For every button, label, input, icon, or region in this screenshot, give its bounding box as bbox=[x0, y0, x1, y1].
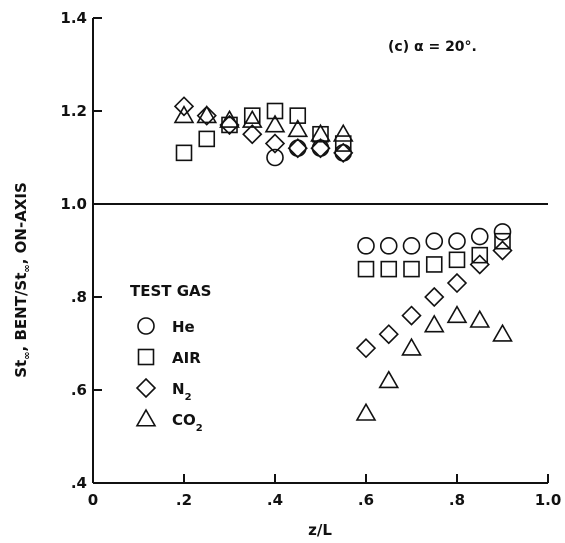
circle-point bbox=[266, 148, 284, 167]
circle-point bbox=[379, 237, 398, 255]
legend-marker-triangle bbox=[135, 408, 157, 427]
x-tick-label: .8 bbox=[449, 491, 465, 509]
legend-marker-square bbox=[137, 348, 155, 366]
triangle-point bbox=[401, 337, 422, 356]
circle-point bbox=[448, 232, 466, 250]
diamond-point bbox=[378, 324, 399, 345]
series-circle bbox=[266, 139, 512, 255]
axes bbox=[92, 18, 548, 484]
x-tick-label: .2 bbox=[176, 491, 192, 509]
panel-annotation: (c) α = 20°. bbox=[388, 39, 477, 55]
diamond-point bbox=[310, 138, 331, 159]
diamond-point bbox=[196, 105, 217, 126]
diamond-point bbox=[401, 305, 422, 326]
triangle-point bbox=[332, 123, 354, 142]
square-point bbox=[198, 130, 216, 148]
circle-point bbox=[288, 139, 307, 157]
legend-marker-circle bbox=[137, 317, 155, 335]
series-triangle bbox=[173, 105, 513, 421]
x-tick-label: .6 bbox=[358, 491, 374, 509]
y-tick-label: .6 bbox=[71, 381, 87, 399]
diamond-point bbox=[333, 142, 354, 163]
square-point bbox=[380, 260, 398, 278]
circle-point bbox=[402, 237, 421, 255]
y-axis-label: St∞, BENT/St∞, ON-AXIS bbox=[12, 182, 33, 378]
legend-title: TEST GAS bbox=[130, 282, 211, 300]
diamond-point bbox=[446, 272, 468, 294]
triangle-point bbox=[287, 118, 309, 138]
square-point bbox=[403, 260, 420, 278]
y-tick-label: 1.2 bbox=[60, 102, 87, 120]
triangle-point bbox=[219, 109, 240, 128]
circle-point bbox=[334, 144, 353, 162]
y-tick-label: 1.4 bbox=[60, 9, 87, 27]
y-axis-label-prefix: St bbox=[12, 360, 30, 378]
x-tick-label: 1.0 bbox=[535, 491, 562, 509]
triangle-point bbox=[423, 314, 445, 333]
triangle-point bbox=[492, 323, 513, 342]
y-tick-label: .4 bbox=[71, 474, 87, 492]
triangle-point bbox=[264, 114, 286, 133]
triangle-point bbox=[310, 123, 331, 142]
square-point bbox=[471, 246, 489, 264]
diamond-point bbox=[492, 240, 513, 261]
series-diamond bbox=[173, 96, 513, 359]
square-point bbox=[425, 256, 443, 273]
square-point bbox=[243, 107, 261, 124]
triangle-point bbox=[355, 402, 377, 421]
y-tick-label: 1.0 bbox=[60, 195, 87, 213]
square-point bbox=[266, 102, 284, 120]
diamond-point bbox=[173, 96, 195, 117]
square-point bbox=[494, 232, 511, 250]
legend-label: He bbox=[172, 318, 195, 336]
triangle-point bbox=[446, 304, 468, 324]
triangle-point bbox=[241, 109, 263, 128]
diamond-point bbox=[355, 338, 377, 359]
x-axis-label: z/L bbox=[308, 521, 332, 539]
x-tick-label: 0 bbox=[88, 491, 98, 509]
circle-point bbox=[357, 237, 375, 255]
triangle-point bbox=[196, 105, 218, 124]
y-axis-label-sub-1: ∞ bbox=[22, 351, 33, 359]
y-tick-label: .8 bbox=[71, 288, 87, 306]
circle-point bbox=[425, 232, 444, 250]
diamond-point bbox=[469, 254, 490, 275]
legend-label: CO2 bbox=[172, 411, 203, 434]
ticks: 0 .2 .4 .6 .8 1.0 .4 .6 .8 1.0 1.2 1.4 bbox=[60, 9, 561, 509]
diamond-point bbox=[424, 286, 445, 308]
x-tick-label: .4 bbox=[267, 491, 283, 509]
diamond-point bbox=[264, 133, 286, 154]
square-point bbox=[334, 135, 352, 152]
circle-point bbox=[470, 227, 489, 246]
legend-marker-diamond bbox=[135, 377, 157, 399]
circle-point bbox=[493, 223, 512, 241]
diamond-point bbox=[287, 138, 308, 159]
square-point bbox=[357, 260, 375, 278]
legend: TEST GAS He AIR N2 CO2 bbox=[130, 282, 211, 434]
triangle-point bbox=[173, 105, 195, 124]
diamond-point bbox=[219, 114, 240, 136]
y-axis-label-middle: , BENT/St bbox=[12, 273, 30, 352]
square-point bbox=[289, 107, 307, 124]
triangle-point bbox=[469, 309, 491, 328]
y-axis-label-suffix: , ON-AXIS bbox=[12, 182, 30, 264]
square-point bbox=[175, 144, 193, 162]
triangle-point bbox=[378, 370, 400, 389]
data-marks bbox=[173, 96, 513, 421]
series-square bbox=[175, 102, 511, 278]
square-point bbox=[448, 251, 466, 269]
diamond-point bbox=[242, 124, 263, 145]
legend-label: N2 bbox=[172, 380, 192, 403]
y-axis-label-sub-2: ∞ bbox=[22, 264, 33, 272]
legend-label: AIR bbox=[172, 349, 201, 367]
circle-point bbox=[311, 139, 330, 157]
